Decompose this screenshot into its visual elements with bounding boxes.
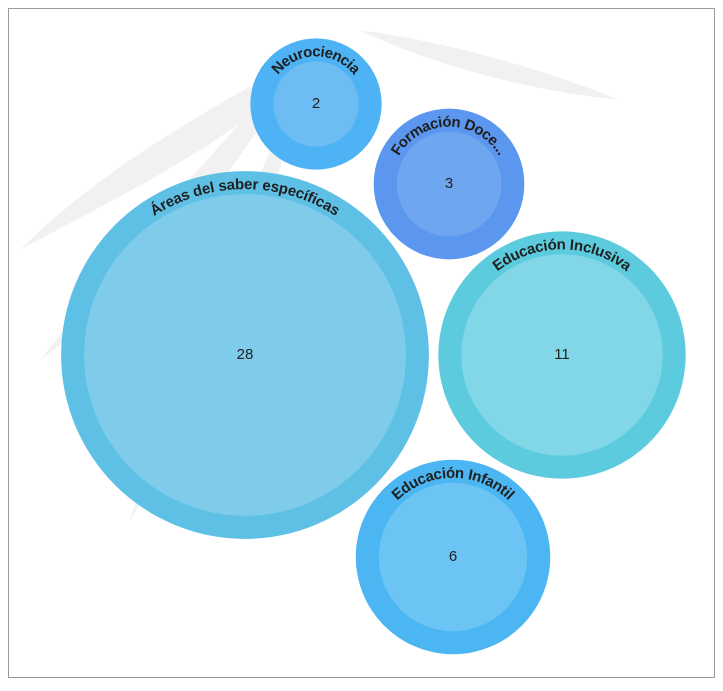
bubble-value: 11 bbox=[554, 346, 570, 363]
bubble-inner bbox=[378, 482, 528, 632]
bubble-value: 3 bbox=[445, 175, 453, 192]
bubble-inner bbox=[396, 131, 502, 237]
bubble-inner bbox=[461, 254, 663, 456]
bubble-inner bbox=[273, 61, 359, 147]
bubble-value: 6 bbox=[449, 548, 457, 565]
bubble-inner bbox=[84, 194, 406, 516]
bubble-value: 28 bbox=[237, 346, 254, 363]
bubble-value: 2 bbox=[312, 95, 320, 112]
